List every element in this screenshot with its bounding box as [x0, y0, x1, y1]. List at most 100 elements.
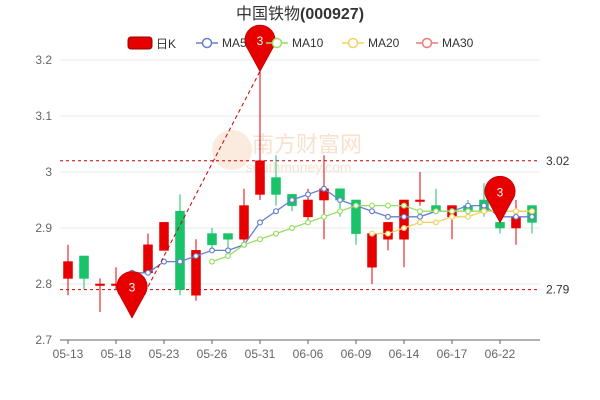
legend: 日K MA5 MA10 MA20 MA30 — [127, 36, 474, 51]
ma20-point — [401, 225, 408, 232]
candle-body — [367, 233, 377, 268]
ma5-point — [401, 213, 408, 220]
ma10-point — [433, 208, 440, 215]
watermark: 南方财富网 southmoney.com — [212, 130, 362, 175]
ma5-point — [177, 258, 184, 265]
candle-body — [303, 199, 313, 218]
watermark-text: 南方财富网 — [252, 132, 362, 157]
watermark-logo — [212, 130, 252, 170]
y-tick-label: 2.8 — [35, 277, 52, 291]
x-axis: 05-13 05-18 05-23 05-26 05-31 06-06 06-09 06-14… — [53, 339, 540, 361]
ma5-point — [385, 213, 392, 220]
pin-marker: 3 — [484, 175, 516, 224]
legend-swatch-dot — [201, 37, 213, 49]
ma20-point — [417, 219, 424, 226]
legend-item-ma20: MA20 — [342, 36, 400, 50]
ma20-point — [465, 213, 472, 220]
pin-marker-label: 3 — [257, 34, 264, 48]
ma5-point — [225, 247, 232, 254]
candle-body — [255, 160, 265, 195]
pin-marker: 3 — [244, 24, 276, 73]
candle-body — [95, 283, 105, 286]
legend-label: 日K — [156, 37, 176, 51]
y-tick-label: 2.7 — [35, 333, 52, 347]
x-tick-label: 06-14 — [389, 347, 420, 361]
ma10-point — [417, 208, 424, 215]
trend-line — [131, 70, 261, 318]
ma5-point — [481, 202, 488, 209]
x-tick-label: 06-06 — [293, 347, 324, 361]
candle-body — [415, 199, 425, 202]
ma10-point — [369, 202, 376, 209]
legend-item-ma30: MA30 — [416, 36, 474, 50]
legend-label: MA5 — [222, 36, 247, 50]
y-tick-label: 3 — [45, 165, 52, 179]
pin-marker-label: 3 — [129, 281, 136, 295]
candle-body — [223, 233, 233, 240]
ma20-point — [369, 230, 376, 237]
ma5-point — [369, 208, 376, 215]
ma10-point — [273, 230, 280, 237]
ma20-point — [528, 208, 535, 215]
ma20-point — [449, 213, 456, 220]
ma10-point — [337, 208, 344, 215]
y-tick-label: 3.1 — [35, 109, 52, 123]
candle-body — [207, 233, 217, 246]
ma10-point — [401, 202, 408, 209]
ma10-point — [353, 202, 360, 209]
markers: 3 3 3 — [116, 24, 516, 319]
watermark-url: southmoney.com — [246, 159, 352, 175]
x-tick-label: 05-31 — [245, 347, 276, 361]
legend-swatch-k — [127, 36, 153, 50]
ma10-point — [289, 225, 296, 232]
ma5-point — [209, 247, 216, 254]
ma10-point — [385, 202, 392, 209]
x-tick-label: 05-26 — [197, 347, 228, 361]
x-tick-label: 05-23 — [149, 347, 180, 361]
pin-marker-shape — [116, 271, 148, 319]
ma10-point — [257, 236, 264, 243]
candle-body — [63, 261, 73, 279]
x-tick-label: 06-22 — [485, 347, 516, 361]
legend-item-k: 日K — [127, 36, 176, 51]
ref-line-high-label: 3.02 — [546, 154, 570, 168]
chart-title: 中国铁物(000927) — [236, 5, 364, 23]
candle-body — [271, 177, 281, 195]
legend-label: MA10 — [292, 36, 324, 50]
x-tick-label: 05-13 — [53, 347, 84, 361]
ma10-point — [465, 208, 472, 215]
ref-line-low-label: 2.79 — [546, 283, 570, 297]
title-code: (000927) — [300, 6, 364, 23]
ma5-point — [289, 197, 296, 204]
ma5-point — [145, 269, 152, 276]
ma10-point — [449, 208, 456, 215]
legend-item-ma10: MA10 — [266, 36, 324, 50]
legend-swatch-dot — [347, 37, 359, 49]
legend-label: MA30 — [442, 36, 474, 50]
pin-marker: 3 — [116, 271, 148, 319]
title-company: 中国铁物 — [236, 5, 300, 23]
x-tick-label: 05-18 — [101, 347, 132, 361]
candle-body — [239, 205, 249, 240]
legend-item-ma5: MA5 — [196, 36, 247, 50]
ma10-point — [305, 219, 312, 226]
ma5-point — [257, 219, 264, 226]
ma5-point — [193, 253, 200, 260]
ma10-point — [321, 213, 328, 220]
ma20-point — [385, 230, 392, 237]
ma10-point — [241, 241, 248, 248]
candle-body — [79, 255, 89, 279]
trend-line — [131, 70, 261, 318]
ma5-point — [273, 208, 280, 215]
ma5-point — [305, 191, 312, 198]
y-axis: 2.7 2.8 2.9 3 3.1 3.2 — [35, 53, 52, 347]
ma10-point — [209, 258, 216, 265]
legend-label: MA20 — [368, 36, 400, 50]
ma20-point — [481, 208, 488, 215]
ma20-point — [512, 208, 519, 215]
ma20-point — [433, 219, 440, 226]
ma10-point — [225, 253, 232, 260]
x-tick-label: 06-09 — [341, 347, 372, 361]
candle-body — [175, 210, 185, 290]
pin-marker-shape — [484, 175, 516, 224]
